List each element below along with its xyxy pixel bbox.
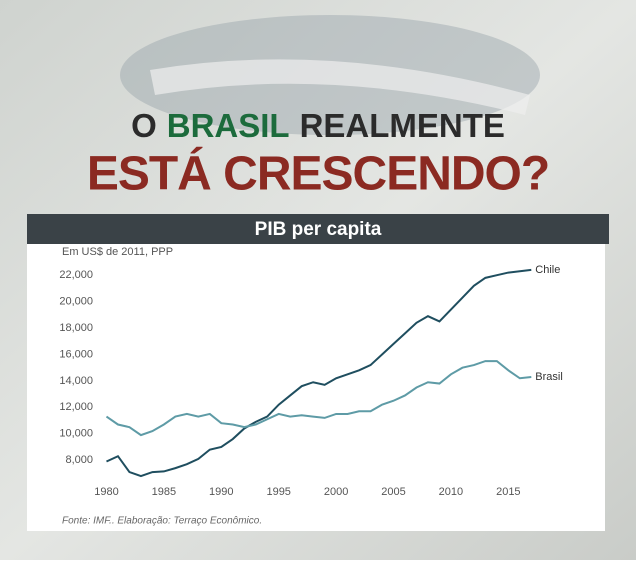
series-line	[106, 268, 532, 478]
x-tick-label: 1980	[94, 486, 118, 498]
series-label: Chile	[535, 264, 560, 276]
chart-title: PIB per capita	[255, 219, 382, 240]
chart-card	[27, 243, 605, 531]
x-tick-label: 2015	[496, 486, 520, 498]
source: Fonte: IMF.. Elaboração: Terraço Econômi…	[62, 516, 262, 527]
y-tick-label: 14,000	[59, 375, 93, 387]
y-tick-label: 20,000	[59, 296, 93, 308]
x-tick-label: 2005	[381, 486, 405, 498]
y-tick-label: 22,000	[59, 269, 93, 281]
headline-line1: O BRASIL REALMENTE	[131, 107, 505, 144]
x-tick-label: 1985	[152, 486, 176, 498]
y-axis-label: Em US$ de 2011, PPP	[62, 246, 173, 258]
series-label: Brasil	[535, 371, 563, 383]
x-tick-label: 1990	[209, 486, 233, 498]
series-line	[105, 360, 532, 437]
y-tick-label: 12,000	[59, 401, 93, 413]
y-tick-label: 8,000	[65, 454, 93, 466]
x-tick-label: 1995	[266, 486, 290, 498]
y-tick-label: 18,000	[59, 322, 93, 334]
x-tick-label: 2000	[324, 486, 348, 498]
flag-band	[150, 59, 530, 115]
y-tick-label: 16,000	[59, 348, 93, 360]
x-tick-label: 2010	[439, 486, 463, 498]
headline-line2: ESTÁ CRESCENDO?	[87, 147, 549, 201]
chart-header	[27, 214, 609, 244]
y-tick-label: 10,000	[59, 428, 93, 440]
